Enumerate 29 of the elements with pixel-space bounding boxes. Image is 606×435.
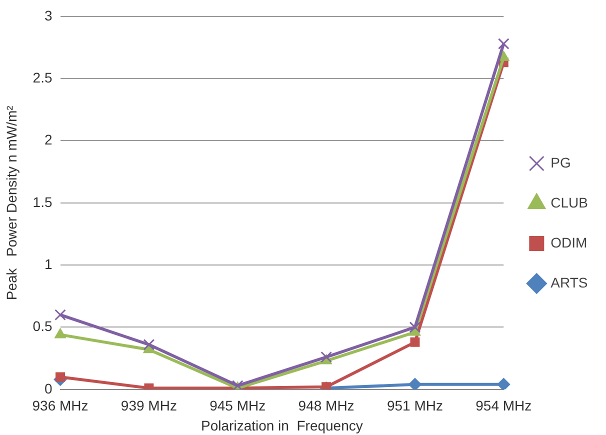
x-tick-label: 948 MHz (298, 398, 354, 414)
x-axis-title: Polarization in Frequency (201, 417, 363, 434)
y-tick-label: 0 (44, 380, 52, 396)
x-tick-label: 954 MHz (476, 398, 532, 414)
y-axis-title: Peak Power Density n mW/m² (3, 105, 20, 300)
legend-label: CLUB (550, 194, 588, 210)
point (143, 338, 155, 350)
point (497, 378, 510, 390)
legend-label: PG (550, 154, 571, 170)
point (54, 328, 66, 338)
x-tick-label: 939 MHz (120, 398, 177, 414)
y-tick-label: 2.5 (32, 69, 52, 86)
point (54, 309, 66, 320)
point (409, 322, 421, 333)
y-tick-label: 1 (44, 256, 52, 272)
x-tick-label: 936 MHz (32, 398, 88, 414)
legend-label: ARTS (550, 274, 588, 290)
y-tick-label: 3 (44, 7, 52, 24)
legend-label: ODIM (550, 234, 588, 250)
x-tick-label: 951 MHz (386, 398, 443, 414)
y-tick-label: 2 (44, 132, 52, 148)
point (320, 351, 332, 363)
point (498, 38, 510, 50)
y-tick-label: 1.5 (32, 194, 52, 210)
y-tick-label: 0.5 (32, 318, 52, 334)
point (56, 372, 66, 382)
point (408, 378, 422, 390)
point (410, 337, 420, 347)
x-tick-label: 945 MHz (210, 398, 266, 414)
